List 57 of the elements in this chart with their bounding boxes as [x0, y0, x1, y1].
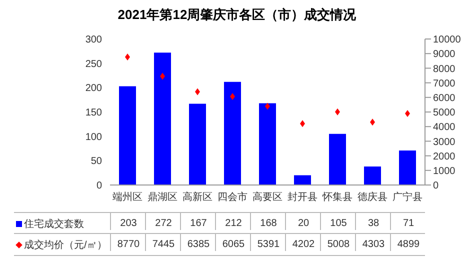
- x-tick-label: 高新区: [182, 191, 212, 204]
- data-label: 8770: [110, 234, 146, 251]
- bar: [189, 104, 206, 185]
- x-tick-label: 怀集县: [322, 191, 352, 204]
- y2-tick-label: 5000: [433, 108, 456, 119]
- data-label: 71: [390, 213, 426, 230]
- y-tick-label: 0: [96, 180, 102, 192]
- x-tick-label: 鼎湖区: [148, 191, 178, 204]
- y2-tick-label: 10000: [433, 34, 462, 46]
- y2-tick-label: 3000: [433, 136, 456, 148]
- bar: [119, 86, 136, 185]
- data-label: 38: [355, 213, 391, 230]
- data-label: 6065: [215, 234, 251, 251]
- data-label: 168: [250, 213, 286, 230]
- x-tick-label: 德庆县: [358, 191, 388, 204]
- data-label: 20: [285, 213, 321, 230]
- data-label: 6385: [180, 234, 216, 251]
- x-tick-label: 端州区: [112, 191, 142, 204]
- bar: [259, 103, 276, 185]
- data-label: 167: [180, 213, 216, 230]
- y-tick-label: 50: [90, 156, 102, 168]
- data-label: 5391: [250, 234, 286, 251]
- data-label: 4202: [285, 234, 321, 251]
- legend-label: 住宅成交套数: [23, 218, 85, 231]
- y2-tick-label: 8000: [433, 64, 456, 75]
- y2-tick-label: 6000: [433, 92, 456, 104]
- x-tick-label: 广宁县: [392, 191, 422, 204]
- bar: [364, 166, 381, 185]
- y2-tick-label: 7000: [433, 78, 456, 90]
- legend-label: 成交均价（元/㎡）: [23, 238, 108, 252]
- data-label: 203: [110, 213, 146, 230]
- bar: [224, 82, 241, 185]
- chart-title: 2021年第12周肇庆市各区（市）成交情况: [116, 6, 358, 24]
- bar: [399, 150, 416, 185]
- y2-tick-label: 0: [433, 180, 439, 192]
- data-label: 4899: [390, 234, 426, 251]
- data-label: 272: [145, 213, 181, 230]
- y-tick-label: 100: [85, 132, 102, 143]
- data-label: 7445: [145, 234, 181, 251]
- bar: [294, 175, 311, 185]
- data-label: 5008: [320, 234, 356, 251]
- data-label: 4303: [355, 234, 391, 251]
- data-label: 212: [215, 213, 251, 230]
- y-tick-label: 200: [85, 83, 102, 94]
- x-tick-label: 高要区: [252, 191, 282, 204]
- y2-tick-label: 9000: [433, 49, 456, 60]
- data-label: 105: [320, 213, 356, 230]
- x-tick-label: 封开县: [288, 191, 318, 204]
- bar: [329, 134, 346, 185]
- y2-tick-label: 1000: [433, 166, 456, 177]
- y2-tick-label: 4000: [433, 122, 456, 134]
- bar: [154, 52, 171, 185]
- y-tick-label: 250: [85, 58, 102, 70]
- y-tick-label: 300: [85, 34, 102, 46]
- y-tick-label: 150: [85, 108, 102, 119]
- x-tick-label: 四会市: [218, 191, 248, 204]
- y2-tick-label: 2000: [433, 151, 456, 162]
